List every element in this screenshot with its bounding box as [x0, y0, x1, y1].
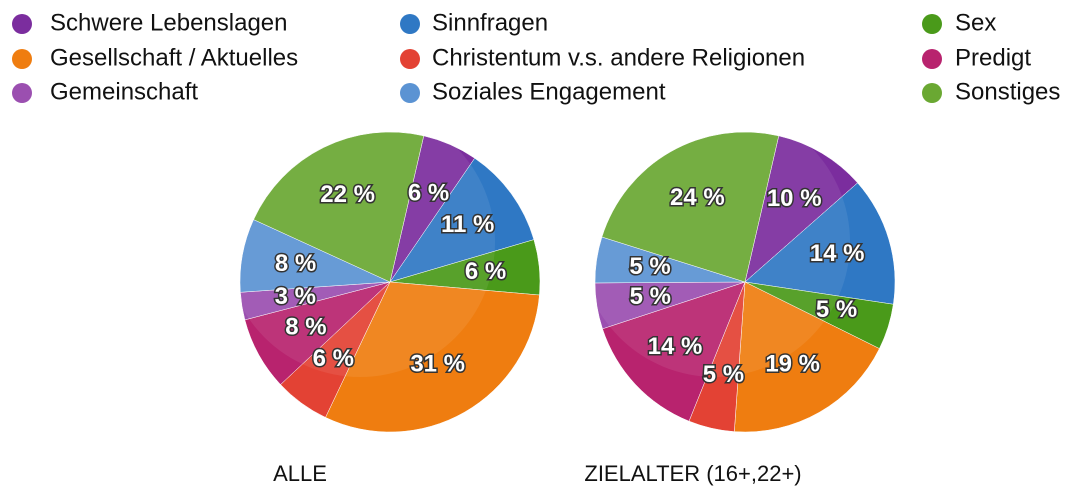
pie-slice	[744, 182, 896, 305]
data-label: 6 %	[465, 258, 506, 285]
pie-sheen	[580, 107, 850, 377]
data-label: 8 %	[285, 314, 326, 341]
pie-sheen	[225, 107, 495, 377]
data-label: 11 %	[441, 211, 494, 238]
pie-slice	[602, 281, 746, 422]
pie-slice	[325, 281, 540, 433]
legend-swatch	[922, 14, 942, 34]
legend-label: Predigt	[955, 44, 1031, 71]
pie-slice	[389, 157, 535, 283]
data-label: 31 %	[410, 351, 465, 378]
legend-label: Sex	[955, 9, 996, 36]
legend-label: Sinnfragen	[432, 9, 548, 36]
data-label: 5 %	[629, 253, 670, 280]
data-label: 14 %	[648, 333, 703, 360]
data-label: 10 %	[767, 185, 822, 212]
legend-label: Gemeinschaft	[50, 78, 198, 105]
legend-swatch	[400, 49, 420, 69]
legend-label: Christentum v.s. andere Religionen	[432, 44, 805, 71]
data-label: 24 %	[670, 184, 725, 211]
legend-label: Soziales Engagement	[432, 78, 666, 105]
legend-swatch	[922, 49, 942, 69]
data-label: 5 %	[630, 283, 671, 310]
pie-slice	[253, 131, 425, 283]
data-label: 5 %	[816, 296, 857, 323]
data-label: 22 %	[320, 181, 375, 208]
chart-title: ALLE	[273, 461, 327, 486]
legend-swatch	[12, 14, 32, 34]
legend-swatch	[400, 83, 420, 103]
pie-slice	[601, 131, 780, 283]
legend-swatch	[922, 83, 942, 103]
chart-title: ZIELALTER (16+,22+)	[584, 461, 801, 486]
data-label: 19 %	[765, 351, 820, 378]
legend-label: Gesellschaft / Aktuelles	[50, 44, 298, 71]
data-label: 6 %	[408, 179, 449, 206]
data-label: 6 %	[313, 345, 354, 372]
legend-label: Sonstiges	[955, 78, 1060, 105]
legend-swatch	[400, 14, 420, 34]
pie-slice	[734, 281, 880, 433]
data-label: 5 %	[703, 361, 744, 388]
legend-swatch	[12, 83, 32, 103]
legend-swatch	[12, 49, 32, 69]
data-label: 3 %	[275, 283, 316, 310]
data-label: 8 %	[275, 250, 316, 277]
data-label: 14 %	[810, 240, 865, 267]
pie-slice	[744, 135, 858, 283]
legend-label: Schwere Lebenslagen	[50, 9, 288, 36]
